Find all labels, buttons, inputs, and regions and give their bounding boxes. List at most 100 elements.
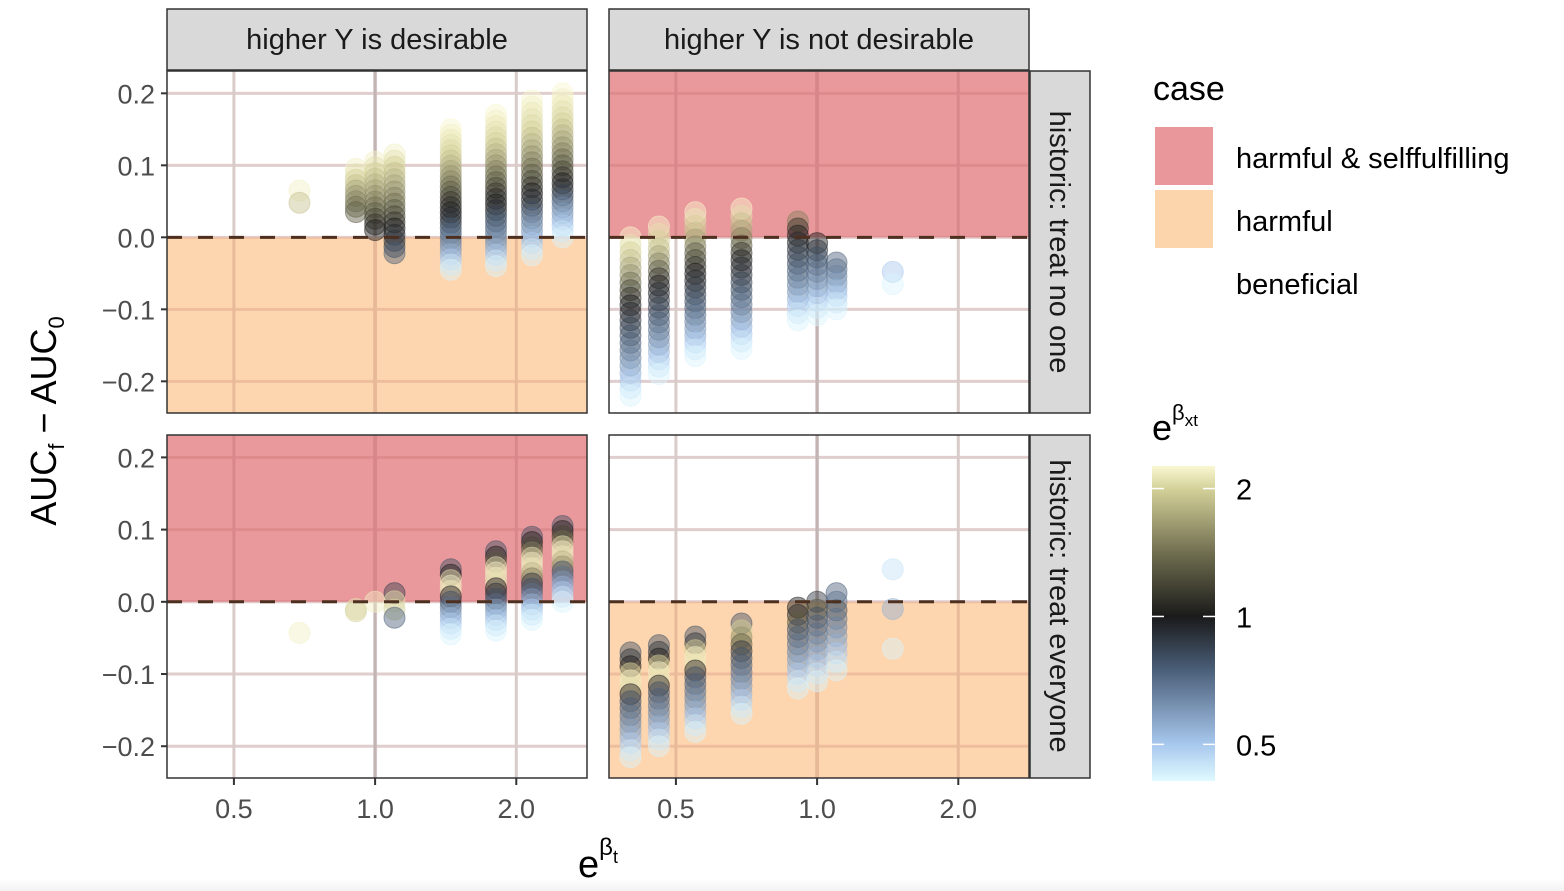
data-point [806,606,829,629]
data-point [684,338,707,361]
data-point [521,145,543,168]
data-point [619,233,642,256]
y-tick-label: 0.0 [117,223,155,253]
data-point [551,82,574,105]
data-point [383,205,406,228]
data-point [647,355,670,378]
data-point [825,625,848,648]
case-legend-swatch [1155,127,1213,185]
x-axis-right: 0.5 1.0 2.0 [657,778,977,824]
data-point [647,728,670,751]
data-point [806,598,829,621]
case-legend-label: harmful & selffulfilling [1236,143,1509,175]
data-point [647,694,670,717]
x-axis-title: eβt [578,834,618,886]
data-point [439,617,462,640]
data-point [684,632,707,655]
data-point [647,688,670,710]
data-point [485,148,507,171]
data-point [786,677,809,700]
data-point [383,223,406,246]
data-point [383,168,406,191]
data-point [551,226,574,249]
data-point [551,208,574,231]
data-point [647,363,670,386]
data-point [619,354,642,377]
data-point [383,162,406,184]
data-point [786,309,809,332]
data-point [619,347,642,369]
data-point [521,157,543,180]
colorbar-tick-label: 2 [1236,475,1252,507]
data-point [551,94,574,117]
data-point [647,654,670,677]
data-point [825,633,848,656]
data-point [485,120,507,143]
y-tick-label: 0.2 [117,79,155,109]
data-point [551,136,574,159]
data-point [619,746,642,769]
data-point [730,702,753,725]
data-point [364,190,387,213]
data-point [383,229,406,252]
facet-strip-col-0-label: higher Y is desirable [246,24,508,56]
data-point [619,362,642,385]
region-harmful [167,237,587,413]
data-point [551,142,574,165]
data-point [521,231,543,254]
data-point [485,204,507,227]
panel-border [166,70,588,414]
data-point [521,194,543,217]
data-point [521,219,543,242]
data-point [684,714,707,736]
case-legend-item: harmful & selffulfilling [1155,127,1509,185]
data-point [383,155,406,178]
data-point [551,178,574,201]
data-point [551,190,574,213]
points [619,558,904,769]
case-legend-swatch [1155,190,1213,248]
data-point [383,217,406,240]
data-point [485,619,507,642]
data-point [521,603,543,626]
data-point [647,701,670,724]
data-point [619,316,642,339]
data-point [825,298,848,321]
data-point [551,154,574,177]
data-point [825,582,848,605]
facet-strip-row-0: historic: treat no one [1029,70,1091,414]
panel-border [166,434,588,779]
data-point [383,199,406,221]
data-point [383,582,406,605]
data-point [619,309,642,332]
data-point [619,339,642,362]
color-legend-title: eβxt [1152,400,1198,448]
data-point [619,286,642,309]
data-point [485,255,507,278]
data-point [383,242,406,265]
case-legend: case harmful & selffulfilling harmful bene… [1153,70,1509,301]
data-point [825,264,848,287]
data-point [647,674,670,697]
y-tick-label: 0.2 [117,443,155,473]
data-point [730,330,753,353]
data-point [485,154,507,177]
y-tick-label: −0.1 [102,660,155,690]
data-point [619,264,642,286]
data-point [521,170,543,192]
data-point [619,256,642,279]
data-point [288,179,311,202]
data-point [551,148,574,171]
data-point [364,213,387,236]
data-point [684,345,707,368]
facet-strip-col-1-label: higher Y is not desirable [664,24,974,56]
colorbar-tick-label: 1 [1236,602,1252,634]
data-point [521,151,543,174]
colorbar [1152,466,1215,781]
data-point [551,172,574,195]
panel-0-1 [608,70,1030,414]
panel-0-0 [166,70,588,414]
data-point [619,377,642,400]
data-point [288,191,311,214]
data-point [619,279,642,302]
